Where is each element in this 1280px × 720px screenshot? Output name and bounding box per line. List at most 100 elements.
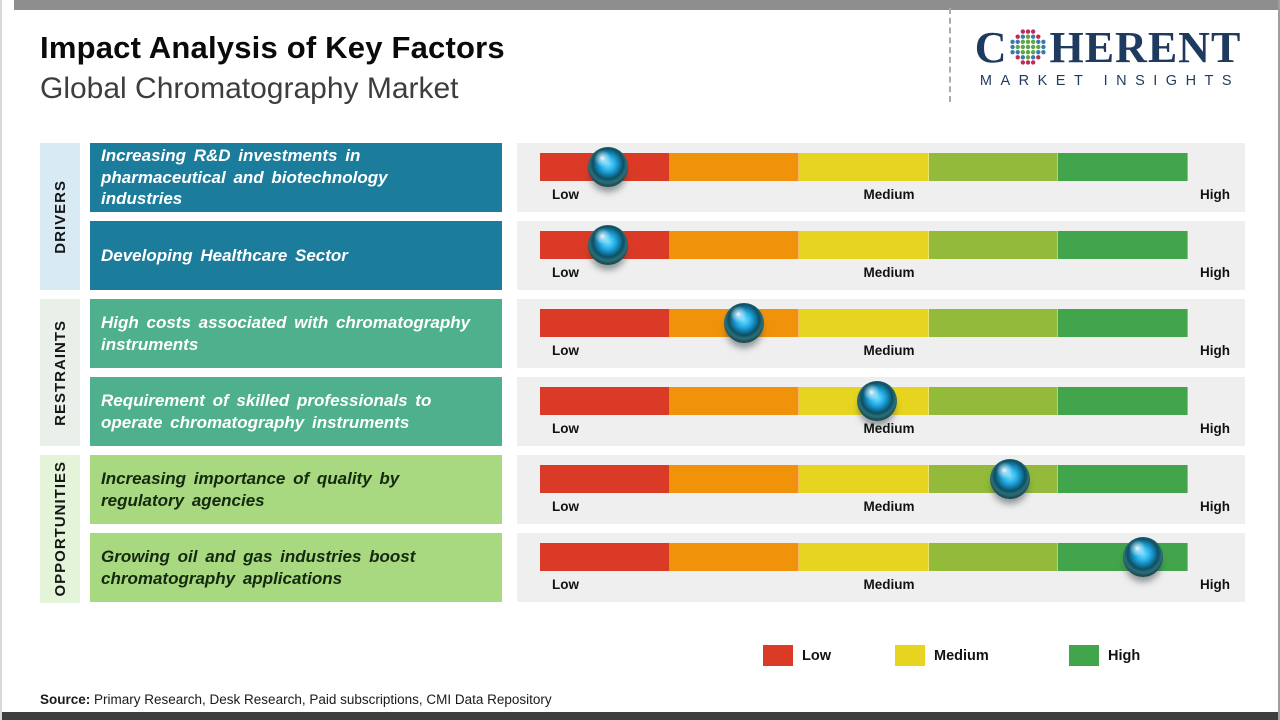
scale-segment [928,309,1059,337]
logo-divider-dashed-line [949,8,951,102]
scale-label-high: High [1200,577,1230,592]
scale-label-high: High [1200,499,1230,514]
scale-label-medium: Medium [863,343,915,358]
impact-scale-bar [540,225,1188,265]
logo-wordmark: C HERENT [958,26,1258,70]
group-box-drivers: DRIVERS [40,143,80,290]
impact-scale-panel: Low Medium High [517,533,1245,602]
impact-row: Growing oil and gas industries boost chr… [2,533,1278,602]
factor-box: Increasing R&D investments in pharmaceut… [90,143,502,212]
scale-label-medium: Medium [863,265,915,280]
scale-labels: Low Medium High [517,187,1245,207]
impact-row: Increasing importance of quality by regu… [2,455,1278,524]
scale-labels: Low Medium High [517,499,1245,519]
impact-marker-sphere [989,459,1030,499]
factor-box: Requirement of skilled professionals to … [90,377,502,446]
factor-box: Developing Healthcare Sector [90,221,502,290]
impact-scale-bar [540,537,1188,577]
factor-text: Developing Healthcare Sector [101,245,348,265]
scale-segment [799,309,929,337]
impact-scale-panel: Low Medium High [517,455,1245,524]
scale-label-high: High [1200,343,1230,358]
impact-marker-sphere [1122,537,1163,577]
scale-label-low: Low [552,265,579,280]
impact-scale-bar [540,303,1188,343]
logo-letters-herent: HERENT [1049,23,1242,72]
legend-label-low: Low [802,647,831,664]
page-title: Impact Analysis of Key Factors [40,30,505,65]
scale-segment [1058,387,1188,415]
logo-tagline: MARKET INSIGHTS [979,73,1241,89]
legend-swatch-low [763,645,793,666]
scale-segment [799,543,929,571]
scale-segment [1058,153,1188,181]
scale-segment [540,387,670,415]
legend: Low Medium High [763,645,1203,669]
scale-segment [1058,465,1188,493]
factor-text: High costs associated with chromatograph… [101,313,471,354]
scale-segment [669,465,800,493]
scale-label-high: High [1200,265,1230,280]
scale-label-low: Low [552,577,579,592]
scale-labels: Low Medium High [517,265,1245,285]
factor-box: Increasing importance of quality by regu… [90,455,502,524]
logo-dot-circle-icon [1010,29,1047,65]
scale-labels: Low Medium High [517,343,1245,363]
scale-label-low: Low [552,343,579,358]
impact-scale-panel: Low Medium High [517,299,1245,368]
scale-segment [928,543,1059,571]
source-prefix: Source: [40,692,91,707]
impact-scale-panel: Low Medium High [517,143,1245,212]
impact-marker-sphere [724,303,765,343]
scale-label-low: Low [552,187,579,202]
scale-segment [669,231,800,259]
scale-segment [1058,231,1188,259]
factor-box: Growing oil and gas industries boost chr… [90,533,502,602]
title-block: Impact Analysis of Key Factors Global Ch… [40,30,505,106]
impact-scale-panel: Low Medium High [517,221,1245,290]
scale-label-medium: Medium [863,187,915,202]
legend-label-high: High [1108,647,1141,664]
factor-text: Increasing R&D investments in pharmaceut… [101,146,388,209]
legend-swatch-high [1069,645,1099,666]
source-line: Source: Primary Research, Desk Research,… [40,692,552,707]
impact-row: High costs associated with chromatograph… [2,299,1278,368]
scale-segment [540,543,670,571]
legend-item-medium: Medium [895,645,989,666]
logo-letter-c: C [974,23,1008,72]
factor-text: Increasing importance of quality by regu… [101,469,400,510]
scale-segment [669,153,800,181]
scale-segment [799,465,929,493]
scale-label-medium: Medium [863,499,915,514]
impact-row: Increasing R&D investments in pharmaceut… [2,143,1278,212]
impact-scale-bar [540,147,1188,187]
scale-label-medium: Medium [863,577,915,592]
impact-marker-sphere [856,381,897,421]
impact-row: Requirement of skilled professionals to … [2,377,1278,446]
scale-segment [928,387,1059,415]
scale-label-high: High [1200,187,1230,202]
group-box-restraints: RESTRAINTS [40,299,80,446]
scale-segment [669,543,800,571]
factor-box: High costs associated with chromatograph… [90,299,502,368]
scale-label-high: High [1200,421,1230,436]
scale-labels: Low Medium High [517,577,1245,597]
scale-segment [928,231,1059,259]
scale-label-medium: Medium [863,421,915,436]
scale-segment [799,153,929,181]
scale-segment [540,465,670,493]
impact-marker-sphere [588,147,629,187]
legend-item-high: High [1069,645,1140,666]
scale-segment [1058,309,1188,337]
scale-label-low: Low [552,499,579,514]
impact-scale-bar [540,459,1188,499]
scale-labels: Low Medium High [517,421,1245,441]
scale-segment [799,231,929,259]
legend-label-medium: Medium [934,647,989,664]
impact-row: Developing Healthcare Sector Low Medium … [2,221,1278,290]
impact-marker-sphere [588,225,629,265]
page-subtitle: Global Chromatography Market [40,72,459,105]
group-box-opportunities: OPPORTUNITIES [40,455,80,603]
legend-item-low: Low [763,645,831,666]
